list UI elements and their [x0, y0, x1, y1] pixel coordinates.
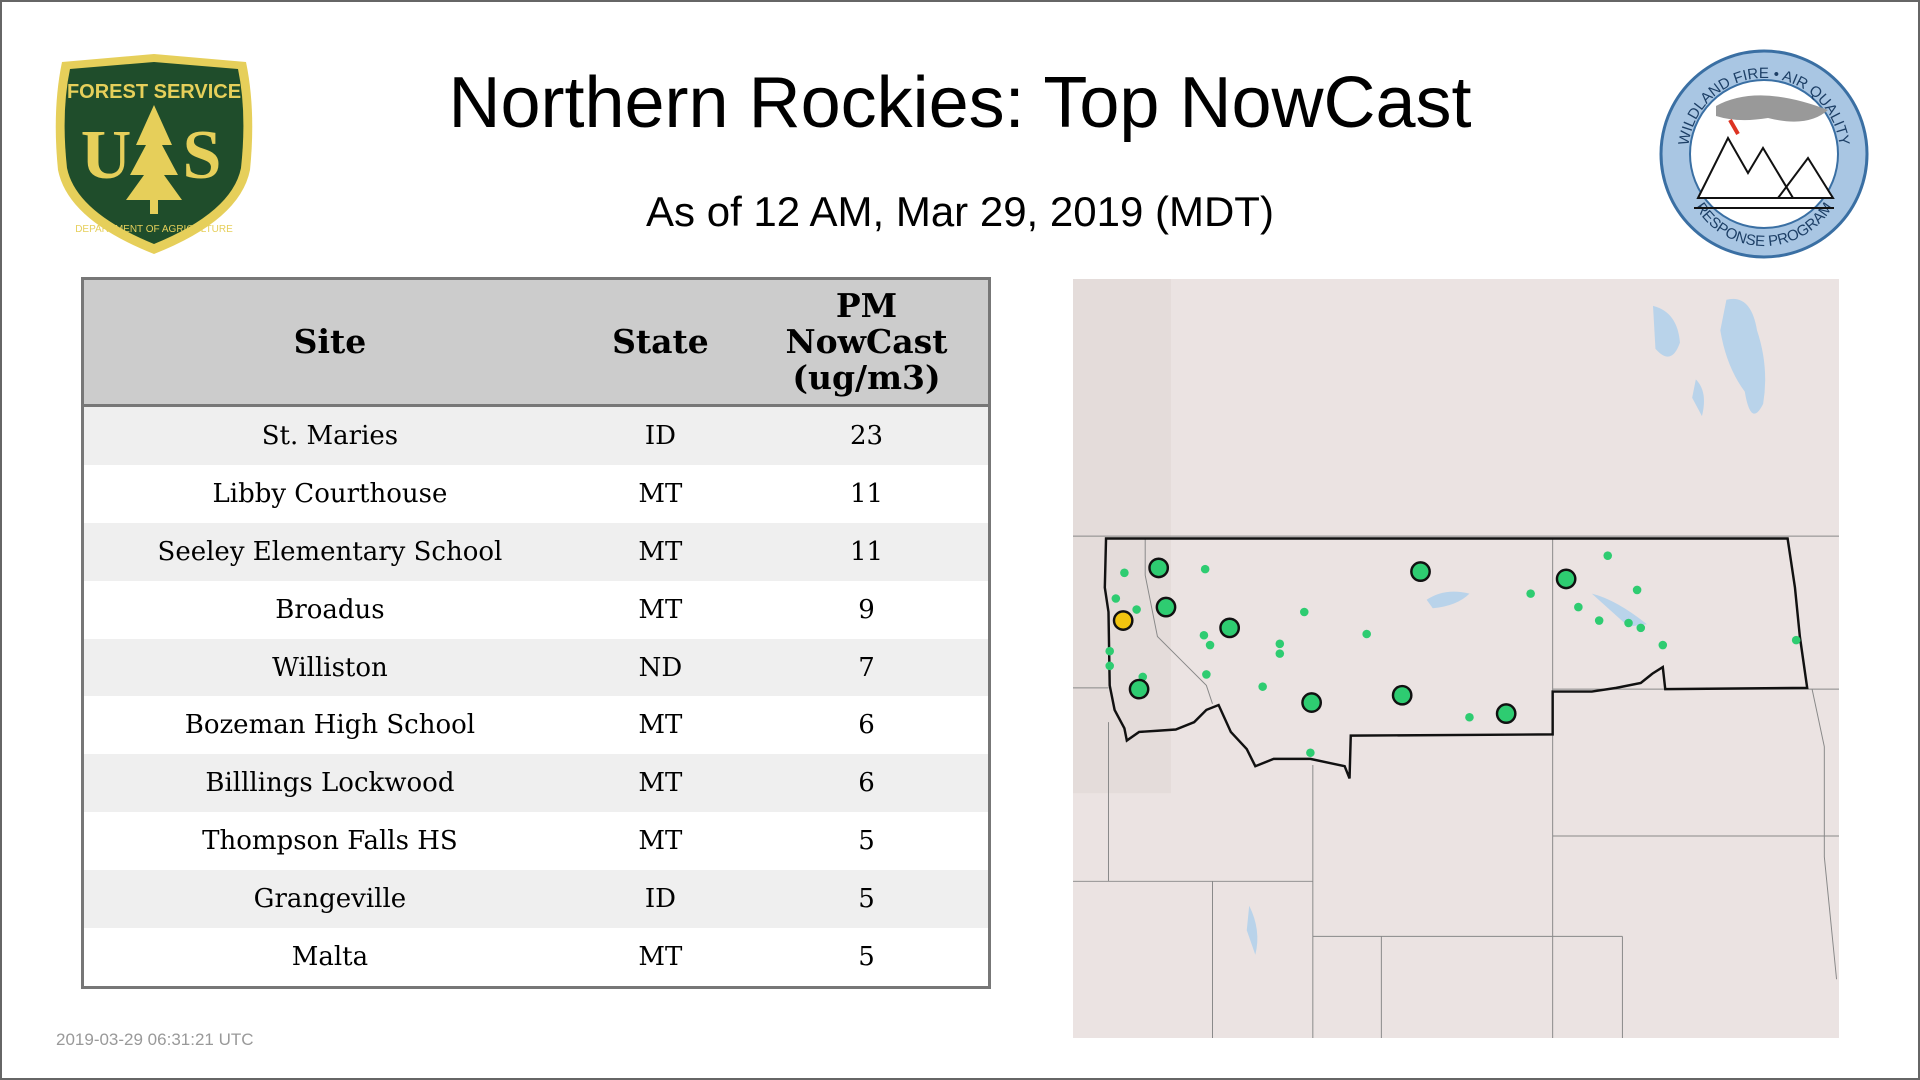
header-line: PM: [835, 286, 898, 325]
site-marker-small[interactable]: [1111, 594, 1121, 603]
table-header-row: Site State PM NowCast (ug/m3): [82, 278, 990, 407]
site-marker-top[interactable]: [1148, 557, 1170, 579]
site-marker-small[interactable]: [1105, 661, 1114, 671]
site-marker-small[interactable]: [1299, 607, 1309, 617]
svg-text:FOREST SERVICE: FOREST SERVICE: [67, 81, 241, 103]
table-row: Williston ND 7: [82, 638, 990, 697]
site-marker-top[interactable]: [1495, 703, 1517, 724]
table-row: St. Maries ID 23: [82, 405, 990, 465]
site-marker-top[interactable]: [1128, 678, 1150, 700]
cell-pm-nowcast: 6: [744, 754, 990, 813]
site-marker-small[interactable]: [1275, 639, 1285, 649]
cell-pm-nowcast: 7: [744, 638, 990, 697]
site-marker-small[interactable]: [1603, 551, 1613, 560]
svg-text:U: U: [81, 117, 132, 194]
cell-pm-nowcast: 5: [744, 870, 990, 929]
cell-pm-nowcast: 11: [744, 464, 990, 523]
site-marker-small[interactable]: [1258, 682, 1267, 691]
cell-site: Broadus: [82, 580, 576, 639]
site-map: [1073, 279, 1839, 1038]
timestamp: 2019-03-29 06:31:21 UTC: [56, 1030, 254, 1049]
cell-state: MT: [575, 928, 745, 988]
site-marker-small[interactable]: [1636, 623, 1646, 633]
map-water-bodies: [1246, 298, 1766, 955]
cell-pm-nowcast: 23: [744, 405, 990, 465]
table-row: Seeley Elementary School MT 11: [82, 522, 990, 581]
cell-site: Bozeman High School: [82, 696, 576, 755]
site-marker-top[interactable]: [1391, 684, 1413, 706]
site-marker-top[interactable]: [1555, 568, 1577, 590]
table-row: Bozeman High School MT 6: [82, 696, 990, 755]
column-header-pm-nowcast: PM NowCast (ug/m3): [744, 278, 990, 407]
site-marker-small[interactable]: [1275, 649, 1285, 658]
table-row: Malta MT 5: [82, 928, 990, 988]
site-marker-small[interactable]: [1574, 602, 1583, 612]
column-header-site: Site: [82, 278, 576, 407]
cell-state: MT: [575, 580, 745, 639]
monitor-sites: [1105, 551, 1801, 758]
cell-state: MT: [575, 464, 745, 523]
cell-pm-nowcast: 6: [744, 696, 990, 755]
site-marker-small[interactable]: [1465, 712, 1474, 722]
table-row: Grangeville ID 5: [82, 870, 990, 929]
site-marker-top[interactable]: [1410, 561, 1431, 582]
table-row: Thompson Falls HS MT 5: [82, 812, 990, 871]
site-marker-small[interactable]: [1200, 564, 1210, 574]
column-header-state: State: [575, 278, 745, 407]
site-marker-top[interactable]: [1112, 610, 1134, 631]
cell-state: ND: [575, 638, 745, 697]
cell-pm-nowcast: 11: [744, 522, 990, 581]
site-marker-small[interactable]: [1202, 670, 1211, 679]
cell-site: Williston: [82, 638, 576, 697]
site-marker-small[interactable]: [1362, 629, 1371, 639]
cell-state: MT: [575, 522, 745, 581]
cell-site: Billlings Lockwood: [82, 754, 576, 813]
site-marker-small[interactable]: [1105, 646, 1114, 656]
cell-state: ID: [575, 405, 745, 465]
svg-text:S: S: [183, 117, 222, 194]
cell-site: Seeley Elementary School: [82, 522, 576, 581]
cell-state: MT: [575, 754, 745, 813]
site-marker-small[interactable]: [1594, 616, 1604, 625]
cell-pm-nowcast: 9: [744, 580, 990, 639]
table-row: Billlings Lockwood MT 6: [82, 754, 990, 813]
map-land: [1073, 279, 1839, 1038]
cell-state: MT: [575, 812, 745, 871]
forest-service-logo: FOREST SERVICE U S DEPARTMENT OF AGRICUL…: [55, 54, 253, 254]
site-marker-small[interactable]: [1199, 630, 1209, 640]
table-row: Libby Courthouse MT 11: [82, 464, 990, 523]
site-marker-top[interactable]: [1219, 617, 1241, 639]
site-marker-small[interactable]: [1132, 605, 1141, 614]
cell-site: Grangeville: [82, 870, 576, 929]
region-outline: [1103, 537, 1809, 779]
site-marker-small[interactable]: [1526, 589, 1535, 598]
cell-pm-nowcast: 5: [744, 928, 990, 988]
site-marker-small[interactable]: [1205, 640, 1215, 650]
table-row: Broadus MT 9: [82, 580, 990, 639]
site-marker-small[interactable]: [1658, 640, 1668, 650]
cell-site: Malta: [82, 928, 576, 988]
site-marker-small[interactable]: [1791, 635, 1801, 645]
cell-site: Thompson Falls HS: [82, 812, 576, 871]
svg-text:DEPARTMENT OF AGRICULTURE: DEPARTMENT OF AGRICULTURE: [75, 224, 233, 235]
site-marker-small[interactable]: [1632, 585, 1642, 595]
cell-pm-nowcast: 5: [744, 812, 990, 871]
cell-site: Libby Courthouse: [82, 464, 576, 523]
cell-site: St. Maries: [82, 405, 576, 465]
site-marker-small[interactable]: [1624, 618, 1633, 628]
page-subtitle: As of 12 AM, Mar 29, 2019 (MDT): [646, 188, 1274, 235]
nowcast-table: Site State PM NowCast (ug/m3) St. Maries…: [81, 277, 991, 989]
header-line: NowCast: [785, 322, 948, 361]
site-marker-small[interactable]: [1120, 568, 1129, 578]
cell-state: MT: [575, 696, 745, 755]
site-marker-top[interactable]: [1301, 692, 1323, 713]
page-title: Northern Rockies: Top NowCast: [448, 63, 1472, 143]
site-marker-small[interactable]: [1306, 748, 1315, 758]
wildland-fire-air-quality-logo: WILDLAND FIRE • AIR QUALITY RESPONSE PRO…: [1659, 49, 1869, 259]
cell-state: ID: [575, 870, 745, 929]
site-marker-top[interactable]: [1155, 596, 1177, 618]
header-line: (ug/m3): [792, 358, 941, 397]
